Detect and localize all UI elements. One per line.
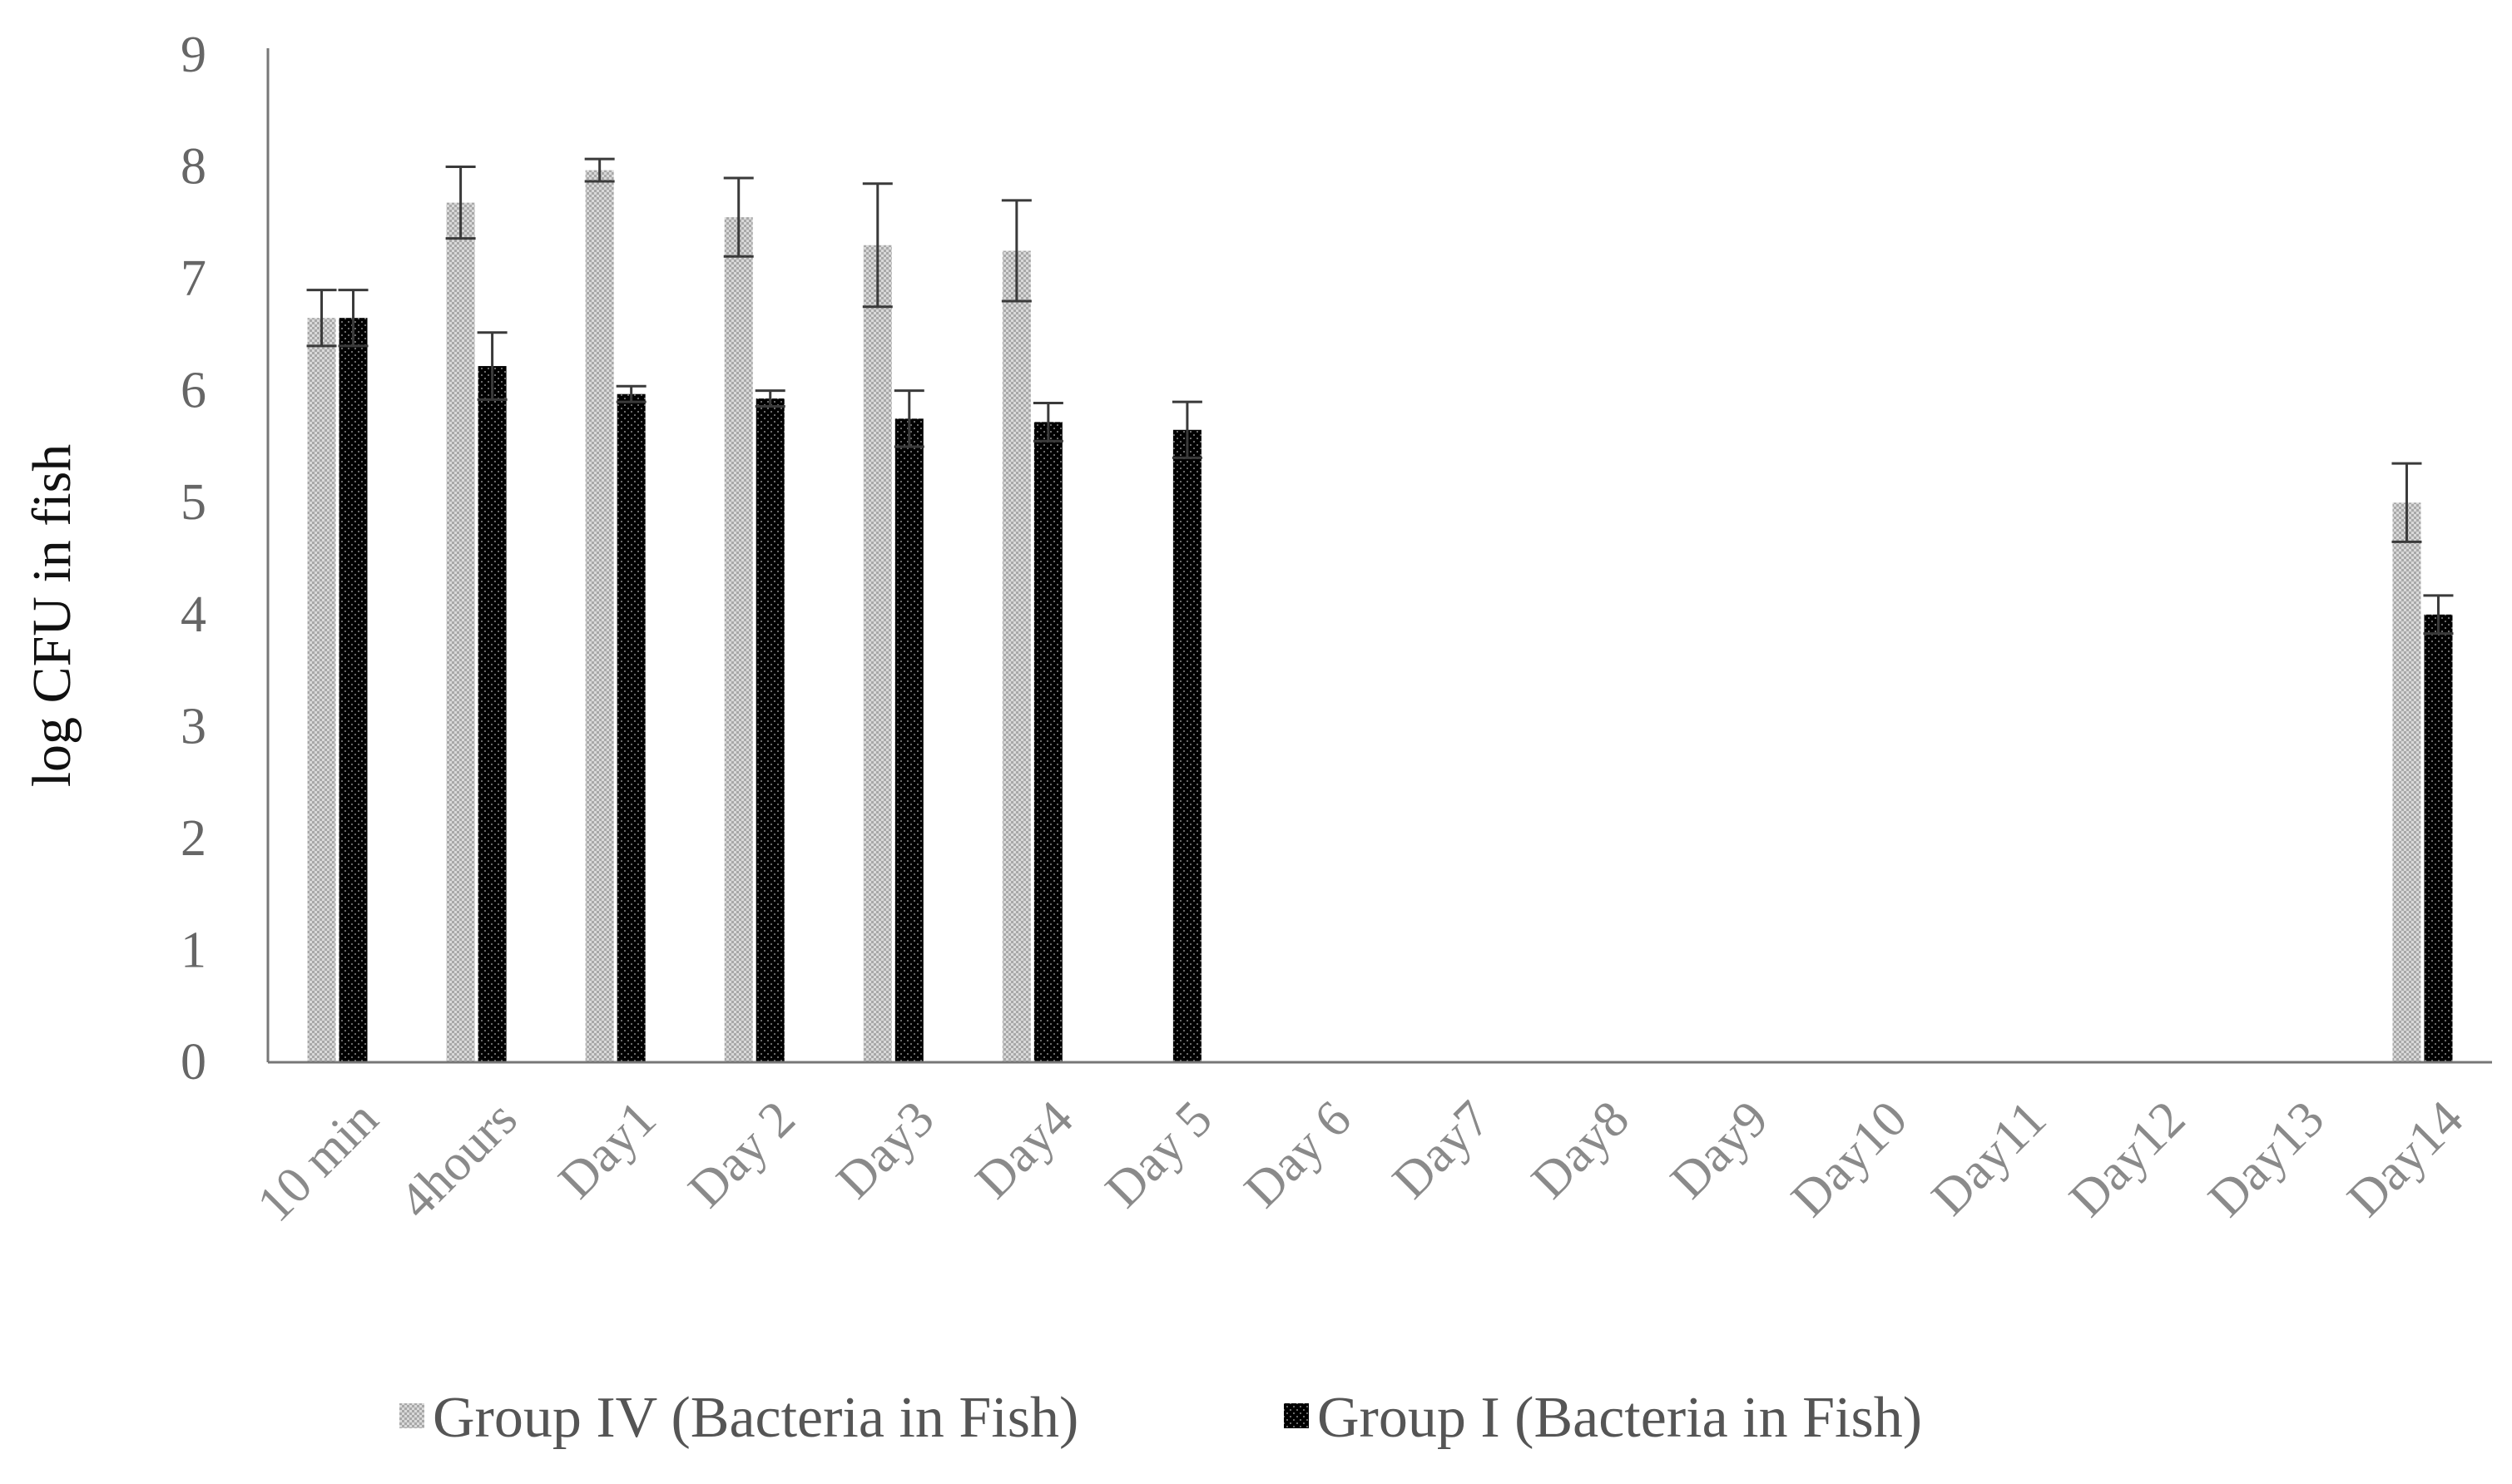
legend-swatch-group-iv (399, 1403, 424, 1428)
error-bar (1172, 400, 1202, 459)
x-tick-label: Day 2 (678, 1091, 806, 1219)
bar-group-i (894, 418, 924, 1062)
bar-group-iv (1002, 250, 1031, 1062)
x-tick-label: Day14 (2336, 1091, 2474, 1228)
x-tick-label: Day10 (1781, 1091, 1918, 1228)
plot-area (306, 157, 2454, 1063)
x-tick-label: Day9 (1660, 1091, 1779, 1209)
error-bar (1033, 401, 1063, 443)
legend-label-group-iv: Group IV (Bacteria in Fish) (433, 1386, 1078, 1450)
legend-label-group-i: Group I (Bacteria in Fish) (1317, 1386, 1922, 1450)
bar-group-i (1172, 429, 1201, 1062)
bar-group-iv (446, 202, 475, 1063)
bar-group-i (478, 366, 507, 1062)
x-tick-label: 10 min (246, 1091, 389, 1233)
error-bar (2423, 594, 2454, 636)
x-tick-label: Day8 (1521, 1091, 1640, 1209)
error-bar (584, 157, 615, 183)
bar-group-i (617, 393, 646, 1062)
error-bar (1001, 199, 1032, 303)
y-tick-label: 1 (181, 922, 206, 978)
error-bar (755, 389, 785, 408)
y-tick-label: 8 (181, 139, 206, 195)
y-tick-label: 0 (181, 1034, 206, 1091)
x-tick-label: Day1 (548, 1091, 667, 1209)
bar-group-iv (863, 245, 892, 1062)
x-tick-label: Day 6 (1234, 1091, 1362, 1219)
x-tick-label: Day4 (965, 1091, 1084, 1209)
y-tick-label: 2 (181, 810, 206, 867)
x-tick-label: Day 5 (1095, 1091, 1223, 1219)
error-bar (894, 389, 924, 448)
bar-group-iv (724, 217, 753, 1062)
x-tick-label: 4hours (389, 1091, 528, 1229)
x-tick-label: Day13 (2197, 1091, 2335, 1228)
error-bar (338, 289, 369, 348)
bar-group-i (339, 318, 368, 1062)
x-tick-label: Day11 (1921, 1091, 2057, 1226)
error-bar (616, 384, 647, 403)
y-tick-label: 6 (181, 363, 206, 419)
error-bar (306, 289, 337, 348)
x-tick-label: Day7 (1382, 1091, 1501, 1209)
bar-group-i (1033, 422, 1063, 1062)
y-tick-label: 3 (181, 698, 206, 754)
error-bar (723, 176, 754, 258)
x-tick-label: Day12 (2059, 1091, 2196, 1228)
legend-swatch-group-i (1284, 1403, 1309, 1428)
error-bar (862, 182, 893, 309)
y-tick-label: 7 (181, 250, 206, 307)
bar-group-i (2424, 614, 2453, 1062)
y-axis: 0 1 2 3 4 5 6 7 8 9 (181, 27, 270, 1091)
x-tick-label: Day3 (826, 1091, 945, 1209)
bar-group-iv (585, 170, 614, 1062)
bar-group-i (756, 398, 785, 1062)
bar-group-iv (2392, 502, 2421, 1062)
error-bar (445, 166, 476, 240)
y-tick-label: 4 (181, 586, 206, 643)
legend: Group IV (Bacteria in Fish) Group I (Bact… (399, 1386, 1922, 1450)
y-tick-label: 9 (181, 27, 206, 83)
error-bar (477, 331, 508, 401)
error-bar (2391, 462, 2422, 543)
y-axis-label: log CFU in fish (22, 444, 82, 788)
y-tick-label: 5 (181, 474, 206, 531)
bar-group-iv (307, 318, 336, 1062)
